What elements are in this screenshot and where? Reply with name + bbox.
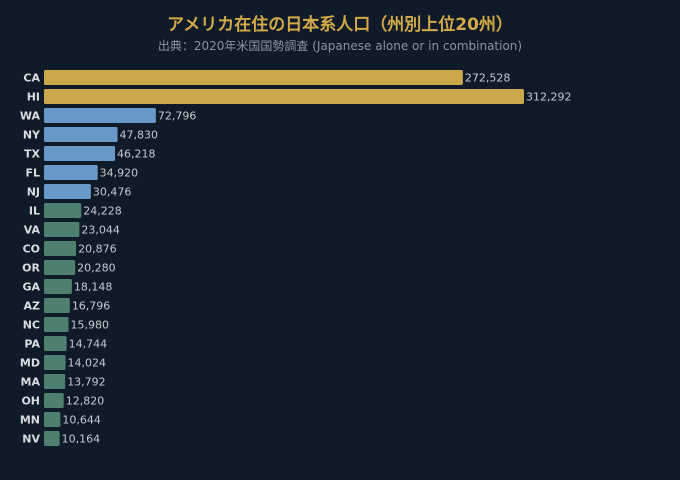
data-label: 30,476 bbox=[93, 186, 132, 199]
data-label: 23,044 bbox=[81, 224, 120, 237]
y-tick-label: OR bbox=[22, 262, 40, 275]
y-tick-label: CO bbox=[23, 243, 40, 256]
data-label: 12,820 bbox=[66, 395, 105, 408]
bar-mn bbox=[44, 412, 61, 427]
bar-hi bbox=[44, 89, 524, 104]
bar-md bbox=[44, 355, 66, 370]
y-tick-label: FL bbox=[25, 167, 40, 180]
bar-ma bbox=[44, 374, 66, 389]
y-tick-label: PA bbox=[24, 338, 40, 351]
y-tick-label: NY bbox=[23, 129, 41, 142]
data-label: 46,218 bbox=[117, 148, 156, 161]
data-label: 18,148 bbox=[74, 281, 113, 294]
y-tick-label: NJ bbox=[27, 186, 40, 199]
y-tick-label: OH bbox=[21, 395, 40, 408]
data-label: 13,792 bbox=[67, 376, 106, 389]
y-tick-label: MN bbox=[20, 414, 40, 427]
y-tick-label: CA bbox=[23, 72, 40, 85]
y-tick-label: NV bbox=[22, 433, 40, 446]
bar-nv bbox=[44, 431, 60, 446]
y-tick-label: NC bbox=[23, 319, 40, 332]
bar-az bbox=[44, 298, 70, 313]
y-tick-label: IL bbox=[29, 205, 40, 218]
y-tick-label: WA bbox=[20, 110, 41, 123]
data-label: 10,644 bbox=[62, 414, 101, 427]
data-label: 16,796 bbox=[72, 300, 111, 313]
data-label: 72,796 bbox=[158, 110, 197, 123]
bar-nc bbox=[44, 317, 69, 332]
y-tick-label: HI bbox=[27, 91, 40, 104]
bar-wa bbox=[44, 108, 156, 123]
chart-subtitle: 出典：2020年米国国勢調査 (Japanese alone or in com… bbox=[157, 39, 523, 53]
data-label: 20,876 bbox=[78, 243, 117, 256]
data-label: 20,280 bbox=[77, 262, 116, 275]
y-tick-label: VA bbox=[24, 224, 41, 237]
y-tick-label: TX bbox=[24, 148, 41, 161]
data-label: 24,228 bbox=[83, 205, 122, 218]
bar-ny bbox=[44, 127, 118, 142]
bar-oh bbox=[44, 393, 64, 408]
data-label: 272,528 bbox=[465, 72, 511, 85]
data-label: 15,980 bbox=[71, 319, 110, 332]
data-label: 34,920 bbox=[100, 167, 139, 180]
data-label: 312,292 bbox=[526, 91, 572, 104]
bar-ga bbox=[44, 279, 72, 294]
chart-title: アメリカ在住の日本系人口（州別上位20州） bbox=[167, 15, 513, 35]
bar-ca bbox=[44, 70, 463, 85]
y-tick-label: AZ bbox=[24, 300, 41, 313]
bar-nj bbox=[44, 184, 91, 199]
bar-il bbox=[44, 203, 82, 218]
data-label: 47,830 bbox=[120, 129, 158, 142]
bar-or bbox=[44, 260, 76, 275]
data-label: 10,164 bbox=[62, 433, 100, 446]
bar-fl bbox=[44, 165, 98, 180]
y-tick-label: MA bbox=[21, 376, 41, 389]
bar-va bbox=[44, 222, 80, 237]
data-label: 14,024 bbox=[68, 357, 107, 370]
bar-co bbox=[44, 241, 77, 256]
data-label: 14,744 bbox=[69, 338, 108, 351]
bar-tx bbox=[44, 146, 116, 161]
y-tick-label: GA bbox=[22, 281, 40, 294]
bar-pa bbox=[44, 336, 67, 351]
y-tick-label: MD bbox=[20, 357, 40, 370]
